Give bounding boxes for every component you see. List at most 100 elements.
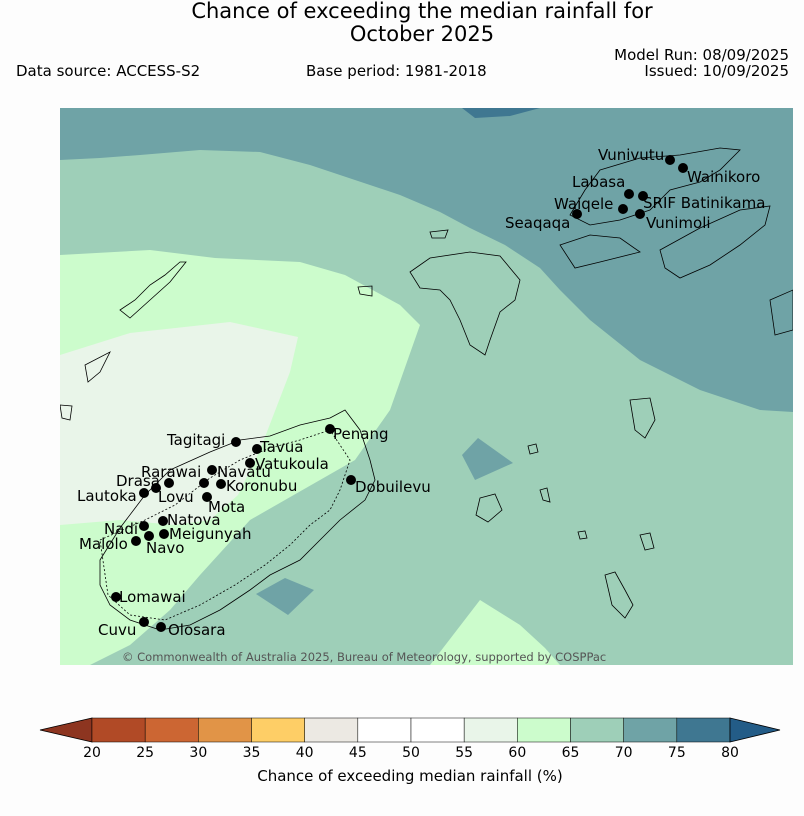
patch-70-75-b [256, 578, 314, 615]
band-75-80 [462, 108, 540, 118]
station-label: Olosara [168, 621, 226, 639]
station-label: Natova [167, 511, 221, 529]
colorbar-tick-label: 35 [242, 745, 261, 761]
station-dot-dobuilevu [346, 475, 356, 485]
station-label: Lovu [158, 488, 194, 506]
colorbar-tick-label: 75 [667, 745, 686, 761]
station-dot-natova [158, 516, 168, 526]
station-dot-labasa [624, 189, 634, 199]
colorbar-cell [198, 717, 252, 743]
station-label: Penang [333, 425, 388, 443]
colorbar-cell [144, 717, 199, 743]
station-dot-navatu [199, 478, 209, 488]
colorbar-tick-label: 70 [614, 745, 633, 761]
colorbar-tick-label: 50 [402, 745, 420, 761]
patch-70-75-a [462, 438, 513, 480]
station-label: Waiqele [554, 195, 613, 213]
colorbar [39, 717, 781, 743]
station-label: Labasa [572, 173, 625, 191]
station-dot-nadi [139, 521, 149, 531]
station-dot-penang [325, 424, 335, 434]
colorbar-tick-label: 80 [721, 745, 739, 761]
colorbar-under-arrow [39, 717, 93, 743]
station-label: Meigunyah [169, 525, 251, 543]
station-label: Seaqaqa [505, 214, 570, 232]
station-label: Mota [208, 498, 245, 516]
station-label: Nadi [104, 520, 138, 538]
station-dot-olosara [156, 622, 166, 632]
band-60-65-south [430, 600, 560, 665]
station-label: Lautoka [77, 487, 137, 505]
station-dot-malolo [131, 536, 141, 546]
colorbar-cells [91, 717, 731, 743]
station-label: Vatukoula [255, 455, 329, 473]
station-label: Tavua [259, 438, 303, 456]
colorbar-tick-label: 30 [189, 745, 208, 761]
station-label: Tagitagi [166, 431, 225, 449]
colorbar-tick-label: 40 [295, 745, 314, 761]
station-label: Vunimoli [646, 214, 711, 232]
station-dot-drasa [164, 478, 174, 488]
colorbar-cell [676, 717, 731, 743]
station-label: Cuvu [98, 621, 136, 639]
station-label: Vunivutu [598, 146, 664, 164]
colorbar-over-arrow [729, 717, 781, 743]
station-label: Malolo [79, 535, 128, 553]
station-dot-mota [202, 492, 212, 502]
station-dot-lautoka [139, 488, 149, 498]
station-label: Dobuilevu [355, 478, 431, 496]
band-70-75 [60, 108, 793, 412]
station-dot-vunivutu [665, 155, 675, 165]
station-label: Rarawai [141, 463, 201, 481]
station-label: Lomawai [119, 588, 186, 606]
colorbar-title: Chance of exceeding median rainfall (%) [257, 767, 563, 785]
copyright-notice: © Commonwealth of Australia 2025, Bureau… [122, 650, 606, 664]
station-dot-waiqele [618, 204, 628, 214]
station-label: SRIF Batinikama [643, 194, 765, 212]
station-label: Navo [146, 539, 184, 557]
colorbar-cell [623, 717, 678, 743]
data-source-label: Data source: ACCESS-S2 [16, 62, 201, 80]
station-dot-navo [144, 531, 154, 541]
map-title-line1: Chance of exceeding the median rainfall … [191, 0, 653, 23]
colorbar-tick-label: 60 [508, 745, 527, 761]
station-markers [111, 155, 688, 632]
station-dot-srif-batinikama [638, 191, 648, 201]
issued-label: Issued: 10/09/2025 [644, 62, 789, 80]
map-title-line2: October 2025 [349, 22, 495, 46]
coastlines [60, 147, 793, 631]
station-label: Koronubu [226, 477, 297, 495]
station-dot-wainikoro [678, 163, 688, 173]
station-dot-lovu [151, 483, 161, 493]
station-dot-koronubu [216, 479, 226, 489]
station-dot-rarawai [207, 465, 217, 475]
colorbar-cell [570, 717, 624, 743]
station-labels: Vunivutu Wainikoro Labasa Waiqele SRIF B… [77, 146, 765, 639]
model-run-label: Model Run: 08/09/2025 [614, 46, 789, 64]
station-label: Wainikoro [687, 168, 760, 186]
station-label: Navatu [217, 463, 271, 481]
base-period-label: Base period: 1981-2018 [306, 62, 487, 80]
station-dot-tavua [252, 444, 262, 454]
colorbar-cell [91, 717, 146, 743]
station-dot-vatukoula [245, 458, 255, 468]
colorbar-tick-label: 20 [83, 745, 101, 761]
colorbar-tick-label: 25 [136, 745, 155, 761]
colorbar-cell [463, 717, 518, 743]
station-dot-meigunyah [159, 529, 169, 539]
colorbar-tick-label: 65 [561, 745, 580, 761]
station-dot-tagitagi [231, 437, 241, 447]
colorbar-tick-label: 45 [348, 745, 367, 761]
station-label: Drasa [116, 472, 160, 490]
station-dot-seaqaqa [572, 209, 582, 219]
colorbar-tick-label: 55 [455, 745, 474, 761]
forecast-map: Vunivutu Wainikoro Labasa Waiqele SRIF B… [60, 108, 793, 665]
colorbar-cell [517, 717, 571, 743]
colorbar-cell [251, 717, 305, 743]
colorbar-cell [304, 717, 359, 743]
station-dot-cuvu [139, 617, 149, 627]
colorbar-cell [410, 717, 465, 743]
band-55-60 [60, 322, 298, 525]
colorbar-cell [357, 717, 412, 743]
station-dot-vunimoli [635, 209, 645, 219]
